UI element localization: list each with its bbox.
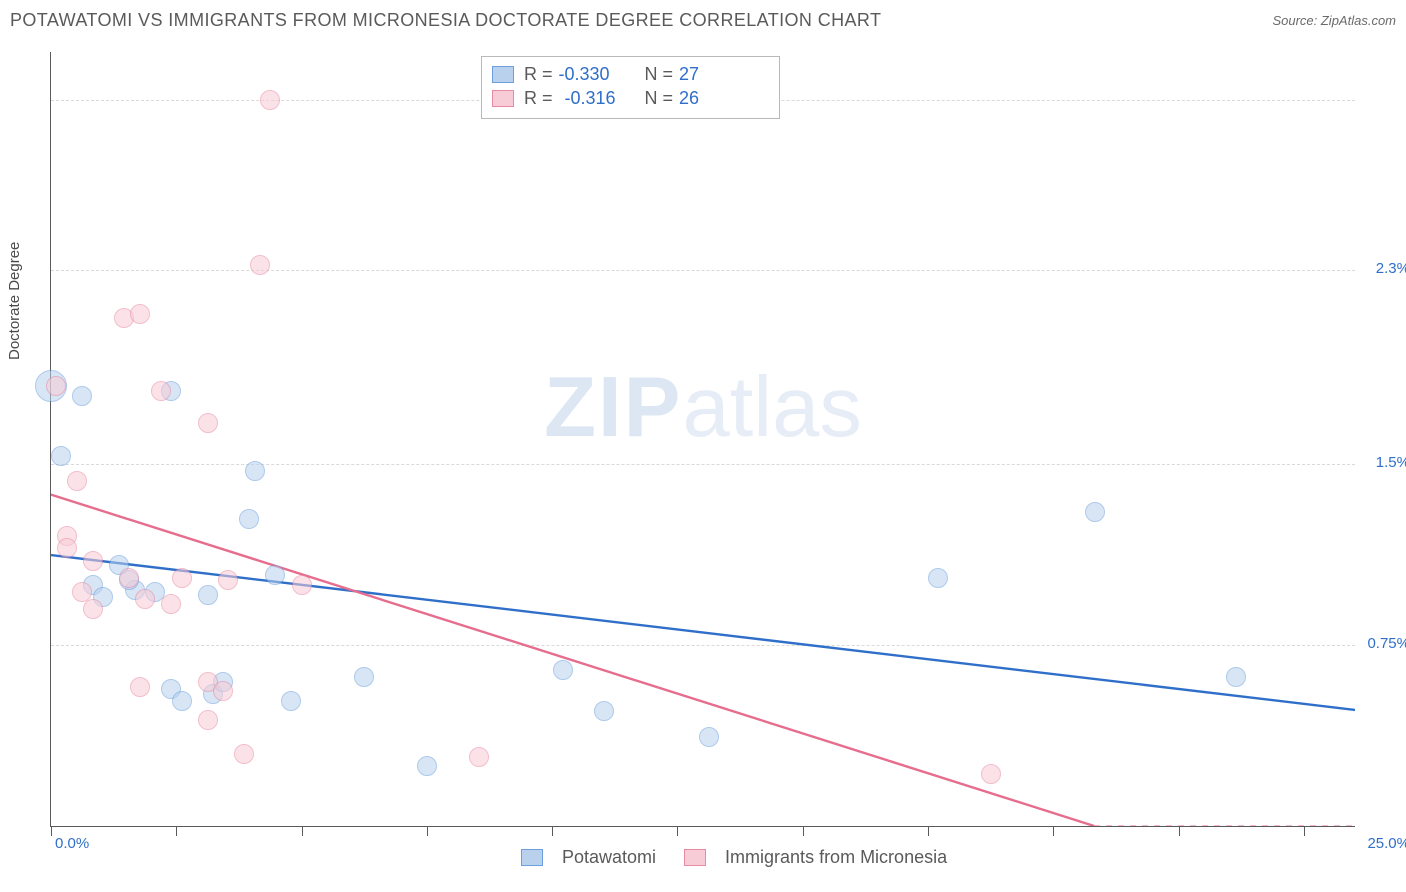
grid-h	[51, 270, 1355, 271]
y-axis-label: Doctorate Degree	[6, 242, 23, 360]
scatter-point	[265, 565, 285, 585]
scatter-point	[218, 570, 238, 590]
ytick-label: 2.3%	[1360, 260, 1406, 277]
xtick	[803, 826, 804, 836]
xtick	[552, 826, 553, 836]
scatter-point	[119, 568, 139, 588]
source-label: Source: ZipAtlas.com	[1272, 13, 1396, 28]
plot-area: ZIPatlas R = -0.330 N = 27 R = -0.316 N …	[50, 52, 1355, 827]
scatter-point	[135, 589, 155, 609]
legend-top-row-0: R = -0.330 N = 27	[492, 62, 765, 86]
n-label-b: N =	[645, 86, 674, 110]
xtick	[677, 826, 678, 836]
scatter-point	[151, 381, 171, 401]
xtick	[427, 826, 428, 836]
r-label-b: R =	[524, 86, 553, 110]
scatter-point	[553, 660, 573, 680]
scatter-point	[198, 413, 218, 433]
scatter-point	[234, 744, 254, 764]
xtick	[1179, 826, 1180, 836]
n-value-a: 27	[679, 62, 751, 86]
scatter-point	[469, 747, 489, 767]
chart-title: POTAWATOMI VS IMMIGRANTS FROM MICRONESIA…	[10, 10, 881, 31]
scatter-point	[354, 667, 374, 687]
scatter-point	[1085, 502, 1105, 522]
watermark-atlas: atlas	[682, 360, 862, 455]
swatch-b2	[684, 849, 706, 866]
xtick	[176, 826, 177, 836]
scatter-point	[594, 701, 614, 721]
scatter-point	[213, 681, 233, 701]
watermark: ZIPatlas	[544, 359, 862, 457]
xtick-label: 0.0%	[55, 835, 89, 852]
scatter-point	[198, 710, 218, 730]
chart-root: POTAWATOMI VS IMMIGRANTS FROM MICRONESIA…	[0, 0, 1406, 892]
scatter-point	[83, 599, 103, 619]
xtick	[1304, 826, 1305, 836]
scatter-point	[198, 585, 218, 605]
watermark-zip: ZIP	[544, 360, 682, 455]
r-value-a: -0.330	[559, 62, 631, 86]
scatter-point	[57, 538, 77, 558]
swatch-a2	[521, 849, 543, 866]
scatter-point	[250, 255, 270, 275]
legend-item-a: Potawatomi	[521, 847, 656, 868]
legend-bottom: Potawatomi Immigrants from Micronesia	[521, 847, 947, 868]
legend-label-b: Immigrants from Micronesia	[725, 847, 947, 868]
scatter-point	[281, 691, 301, 711]
scatter-point	[292, 575, 312, 595]
xtick	[302, 826, 303, 836]
r-label-a: R =	[524, 62, 553, 86]
r-value-b: -0.316	[559, 86, 631, 110]
n-label-a: N =	[645, 62, 674, 86]
title-row: POTAWATOMI VS IMMIGRANTS FROM MICRONESIA…	[10, 10, 1396, 31]
svg-overlay	[51, 52, 1355, 826]
scatter-point	[417, 756, 437, 776]
scatter-point	[130, 677, 150, 697]
legend-top: R = -0.330 N = 27 R = -0.316 N = 26	[481, 56, 780, 119]
swatch-a	[492, 66, 514, 83]
scatter-point	[72, 386, 92, 406]
scatter-point	[928, 568, 948, 588]
scatter-point	[239, 509, 259, 529]
xtick	[51, 826, 52, 836]
scatter-point	[46, 376, 66, 396]
xtick	[928, 826, 929, 836]
scatter-point	[83, 551, 103, 571]
scatter-point	[699, 727, 719, 747]
scatter-point	[245, 461, 265, 481]
scatter-point	[260, 90, 280, 110]
xtick-label: 25.0%	[1367, 835, 1406, 852]
scatter-point	[172, 568, 192, 588]
legend-label-a: Potawatomi	[562, 847, 656, 868]
scatter-point	[67, 471, 87, 491]
trend-line	[51, 495, 1094, 826]
scatter-point	[1226, 667, 1246, 687]
n-value-b: 26	[679, 86, 751, 110]
swatch-b	[492, 90, 514, 107]
ytick-label: 0.75%	[1360, 635, 1406, 652]
grid-h	[51, 645, 1355, 646]
scatter-point	[130, 304, 150, 324]
scatter-point	[172, 691, 192, 711]
xtick	[1053, 826, 1054, 836]
legend-top-row-1: R = -0.316 N = 26	[492, 86, 765, 110]
ytick-label: 1.5%	[1360, 454, 1406, 471]
scatter-point	[981, 764, 1001, 784]
legend-item-b: Immigrants from Micronesia	[684, 847, 947, 868]
scatter-point	[161, 594, 181, 614]
trend-line	[51, 555, 1355, 710]
scatter-point	[51, 446, 71, 466]
